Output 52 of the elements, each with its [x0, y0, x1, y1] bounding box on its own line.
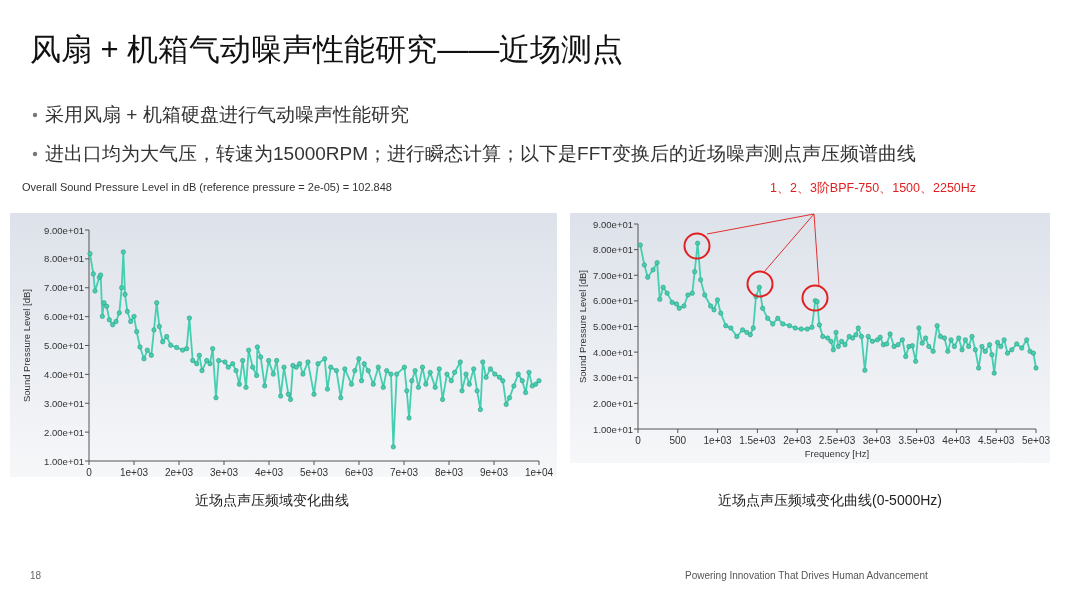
- text: 18: [30, 570, 42, 581]
- text: Overall Sound Pressure Level in dB (reference pressure = 2e-05) = 102.848: [22, 181, 392, 193]
- x-tick-label: 1e+03: [703, 435, 733, 446]
- x-tick-label: 1.5e+03: [739, 435, 777, 446]
- y-tick-label: 9.00e+01: [593, 218, 633, 230]
- y-tick-label: 6.00e+01: [593, 295, 633, 307]
- y-tick-label: 5.00e+01: [593, 321, 633, 332]
- chart-title: 风扇 + 机箱气动噪声性能研究——近场测点: [30, 32, 624, 67]
- y-tick-label: 7.00e+01: [593, 269, 633, 281]
- x-tick-label: 9e+03: [479, 467, 509, 478]
- x-tick-label: 6e+03: [344, 467, 374, 478]
- x-tick-label: 2e+03: [164, 467, 194, 478]
- y-tick-label: 2.00e+01: [593, 397, 633, 409]
- y-axis-title: Sound Pressure Level [dB]: [577, 269, 588, 384]
- y-tick-label: 2.00e+01: [44, 426, 84, 438]
- x-tick-label: 4e+03: [254, 467, 284, 478]
- x-axis-title: Frequency [Hz]: [804, 448, 870, 459]
- text: 近场点声压频域变化曲线: [195, 492, 349, 508]
- y-tick-label: 9.00e+01: [44, 224, 84, 236]
- y-tick-label: 4.00e+01: [593, 346, 633, 358]
- text: 采用风扇 + 机箱硬盘进行气动噪声性能研究: [45, 104, 409, 125]
- x-tick-label: 5e+03: [299, 467, 329, 478]
- y-tick-label: 8.00e+01: [593, 244, 633, 256]
- x-tick-label: 3.5e+03: [898, 435, 936, 446]
- x-tick-label: 0: [86, 467, 93, 478]
- x-tick-label: 7e+03: [389, 467, 419, 478]
- text: 近场点声压频域变化曲线(0-5000Hz): [717, 492, 943, 508]
- y-tick-label: 5.00e+01: [44, 340, 84, 351]
- y-tick-label: 3.00e+01: [44, 397, 84, 409]
- x-tick-label: 4e+03: [942, 435, 971, 446]
- text: 进出口均为大气压，转速为15000RPM；进行瞬态计算；以下是FFT变换后的近场噪声测点声压频谱曲线: [45, 143, 916, 164]
- text: Powering Innovation That Drives Human Advancement: [685, 570, 928, 581]
- x-tick-label: 8e+03: [434, 467, 464, 478]
- y-tick-label: 1.00e+01: [593, 423, 633, 435]
- x-tick-label: 1e+04: [524, 467, 554, 478]
- x-tick-label: 500: [669, 435, 687, 446]
- x-tick-label: 2e+03: [783, 435, 812, 446]
- x-tick-label: 5e+03: [1021, 435, 1051, 446]
- y-tick-label: 4.00e+01: [44, 368, 84, 380]
- x-tick-label: 4.5e+03: [977, 435, 1015, 446]
- x-tick-label: 3e+03: [862, 435, 892, 446]
- y-tick-label: 8.00e+01: [44, 253, 84, 265]
- y-tick-label: 7.00e+01: [44, 282, 84, 294]
- x-tick-label: 2.5e+03: [818, 435, 856, 446]
- y-tick-label: 6.00e+01: [44, 311, 84, 323]
- y-tick-label: 3.00e+01: [593, 372, 633, 384]
- y-axis-title: Sound Pressure Level [dB]: [21, 288, 32, 403]
- x-tick-label: 0: [635, 435, 642, 446]
- text: 1、2、3阶BPF-750、1500、2250Hz: [770, 181, 977, 195]
- x-tick-label: 3e+03: [209, 467, 239, 478]
- y-tick-label: 1.00e+01: [44, 455, 84, 467]
- x-tick-label: 1e+03: [119, 467, 149, 478]
